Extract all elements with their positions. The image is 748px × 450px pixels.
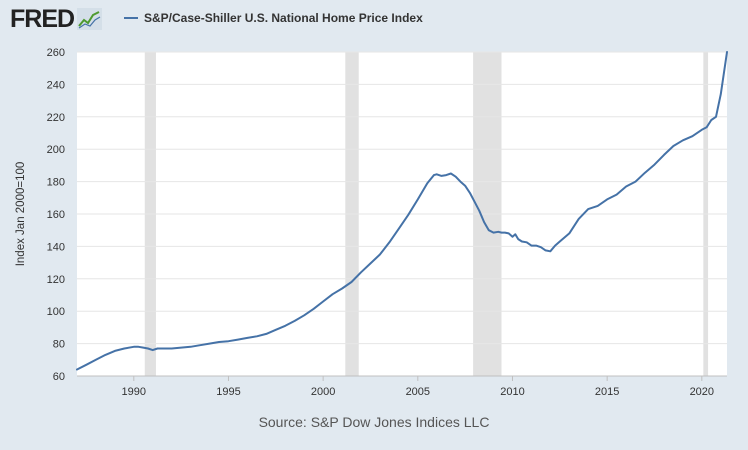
x-axis: 1990 1995 2000 2005 2010 2015 2020 xyxy=(77,375,727,398)
chart-header: FRED S&P/Case-Shiller U.S. National Home… xyxy=(0,0,748,38)
y-axis: 60 80 100 120 140 160 180 200 220 240 260 xyxy=(47,47,65,383)
y-tick-label-140: 140 xyxy=(47,241,65,253)
y-tick-label-80: 80 xyxy=(53,339,65,351)
x-tick-label-1995: 1995 xyxy=(216,386,240,398)
y-tick-label-60: 60 xyxy=(53,371,65,383)
fred-logo-text: FRED xyxy=(10,5,75,33)
y-tick-label-100: 100 xyxy=(47,306,65,318)
chart-area[interactable]: 60 80 100 120 140 160 180 200 220 240 260 1990 1995… xyxy=(0,38,748,410)
y-tick-label-160: 160 xyxy=(47,209,65,221)
series-layer xyxy=(76,51,728,371)
y-tick-label-220: 220 xyxy=(47,112,65,124)
legend-swatch xyxy=(124,17,138,19)
x-tick-label-2000: 2000 xyxy=(311,386,335,398)
legend-series-label: S&P/Case-Shiller U.S. National Home Pric… xyxy=(144,11,423,25)
x-tick-label-2005: 2005 xyxy=(406,386,430,398)
chart-legend[interactable]: S&P/Case-Shiller U.S. National Home Pric… xyxy=(124,9,423,27)
y-tick-label-260: 260 xyxy=(47,47,65,59)
fred-graph-icon xyxy=(77,8,103,30)
y-axis-label: Index Jan 2000=100 xyxy=(15,162,27,267)
y-tick-label-200: 200 xyxy=(47,144,65,156)
x-tick-label-2010: 2010 xyxy=(500,386,524,398)
y-tick-label-120: 120 xyxy=(47,274,65,286)
source-note: Source: S&P Dow Jones Indices LLC xyxy=(258,414,490,430)
x-tick-label-2015: 2015 xyxy=(595,386,619,398)
x-tick-label-1990: 1990 xyxy=(122,386,146,398)
y-tick-label-180: 180 xyxy=(47,177,65,189)
fred-logo[interactable]: FRED xyxy=(10,5,103,33)
x-tick-label-2020: 2020 xyxy=(690,386,714,398)
y-tick-label-240: 240 xyxy=(47,79,65,91)
series-line-0[interactable] xyxy=(76,51,728,371)
